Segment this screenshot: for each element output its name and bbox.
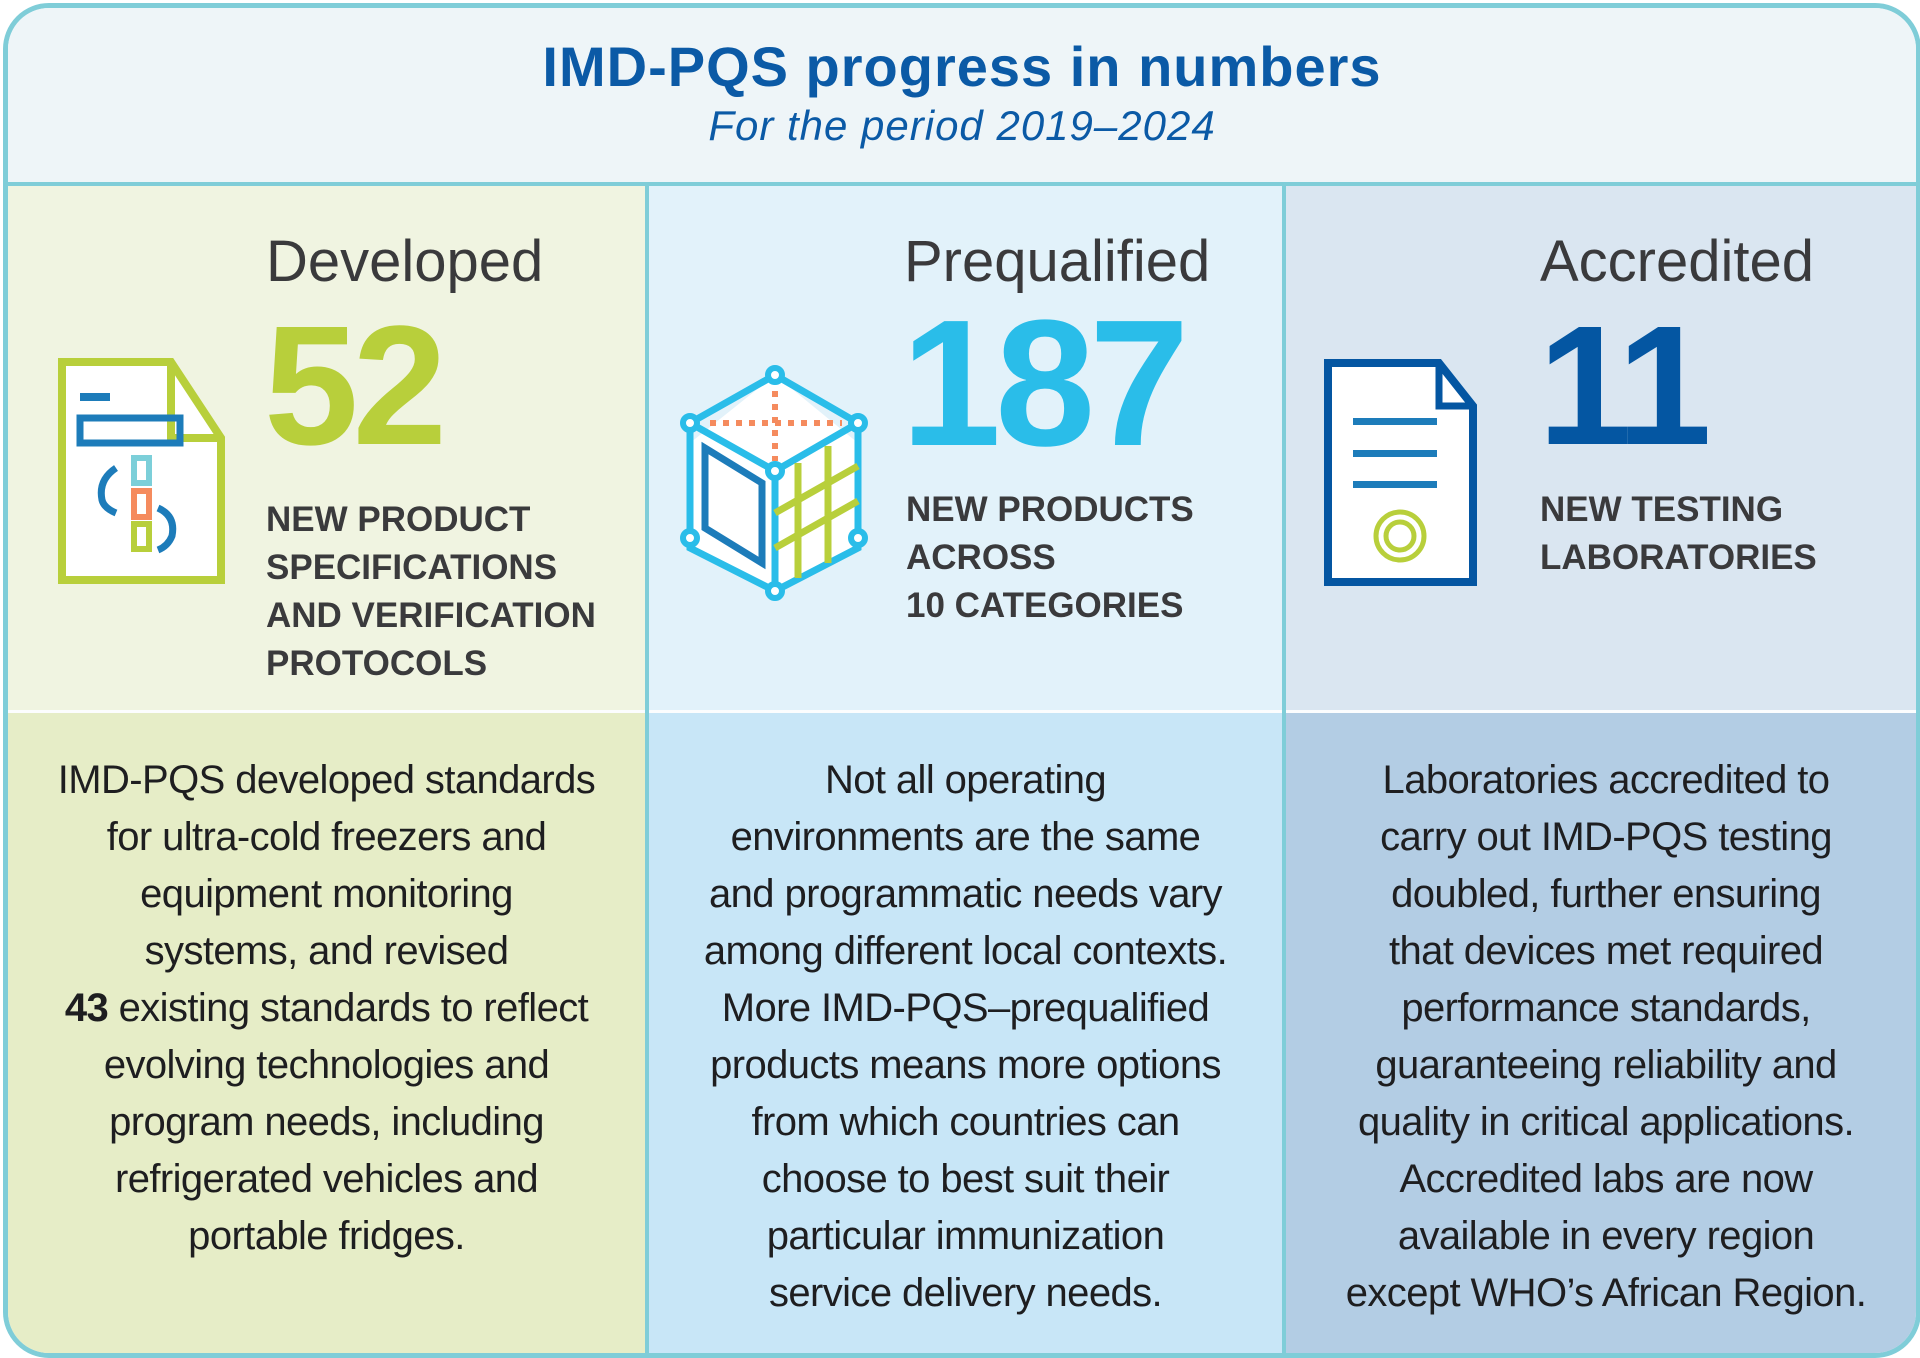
header: IMD-PQS progress in numbers For the peri… — [8, 8, 1916, 186]
body-line: equipment monitoring — [140, 872, 513, 916]
label-line: NEW PRODUCT — [266, 500, 531, 539]
body-line: choose to best suit their — [761, 1157, 1170, 1201]
accredited-description: Laboratories accredited to carry out IMD… — [1286, 752, 1916, 1322]
page-subtitle: For the period 2019–2024 — [708, 102, 1216, 149]
prequalified-description: Not all operating environments are the s… — [649, 752, 1282, 1322]
specification-document-icon — [58, 358, 225, 584]
body-line: Not all operating — [824, 758, 1107, 802]
page-title: IMD-PQS progress in numbers — [542, 35, 1382, 98]
column-divider — [645, 186, 649, 1353]
body-line: Laboratories accredited to — [1382, 758, 1831, 802]
body-line: program needs, including — [109, 1100, 544, 1144]
body-line-rest: existing standards to reflect — [108, 986, 589, 1030]
body-line: portable fridges. — [188, 1214, 465, 1258]
body-line: doubled, further ensuring — [1391, 872, 1821, 916]
row-divider — [8, 710, 1916, 713]
label-line: NEW TESTING — [1540, 490, 1784, 529]
body-line: quality in critical applications. — [1357, 1100, 1855, 1144]
accredited-label: NEW TESTING LABORATORIES — [1540, 486, 1817, 582]
body-line: guaranteeing reliability and — [1375, 1043, 1837, 1087]
infographic-frame: IMD-PQS progress in numbers For the peri… — [3, 3, 1920, 1358]
accredited-bottom-panel — [1286, 713, 1916, 1353]
column-divider — [1282, 186, 1286, 1353]
body-line: 43 existing standards to reflect — [8, 980, 645, 1037]
body-line: performance standards, — [1401, 986, 1811, 1030]
body-line: available in every region — [1397, 1214, 1815, 1258]
prequalified-heading: Prequalified — [904, 229, 1211, 294]
developed-bottom-panel — [8, 713, 645, 1353]
body-line: evolving technologies and — [103, 1043, 550, 1087]
label-line: NEW PRODUCTS — [906, 490, 1194, 529]
developed-number: 52 — [264, 291, 447, 481]
body-line: refrigerated vehicles and — [114, 1157, 539, 1201]
accredited-heading: Accredited — [1540, 229, 1815, 294]
developed-heading: Developed — [266, 229, 544, 294]
prequalified-number: 187 — [901, 283, 1189, 484]
body-line: IMD-PQS developed standards — [57, 758, 596, 802]
developed-description: IMD-PQS developed standards for ultra-co… — [8, 752, 645, 1265]
body-line: carry out IMD-PQS testing — [1380, 815, 1832, 859]
prequalified-bottom-panel — [649, 713, 1282, 1353]
prequalified-label: NEW PRODUCTS ACROSS 10 CATEGORIES — [906, 486, 1194, 630]
label-line: ACROSS — [906, 538, 1056, 577]
body-line: Accredited labs are now — [1399, 1157, 1813, 1201]
product-cube-icon — [680, 365, 868, 601]
body-line: for ultra-cold freezers and — [106, 815, 547, 859]
accredited-number: 11 — [1538, 291, 1712, 481]
body-line: among different local contexts. — [703, 929, 1228, 973]
certificate-document-icon — [1324, 359, 1477, 586]
body-line: systems, and revised — [144, 929, 509, 973]
body-line: More IMD-PQS–prequalified — [721, 986, 1210, 1030]
body-line: except WHO’s African Region. — [1345, 1271, 1867, 1315]
body-line: environments are the same — [730, 815, 1201, 859]
label-line: AND VERIFICATION — [266, 596, 596, 635]
developed-label: NEW PRODUCT SPECIFICATIONS AND VERIFICAT… — [266, 496, 596, 688]
body-line: that devices met required — [1388, 929, 1824, 973]
label-line: LABORATORIES — [1540, 538, 1817, 577]
body-line: particular immunization — [766, 1214, 1165, 1258]
body-line: from which countries can — [751, 1100, 1180, 1144]
label-line: SPECIFICATIONS — [266, 548, 558, 587]
revised-count: 43 — [64, 986, 109, 1030]
label-line: PROTOCOLS — [266, 644, 488, 683]
body-line: and programmatic needs vary — [709, 872, 1223, 916]
label-line: 10 CATEGORIES — [906, 586, 1184, 625]
body-line: service delivery needs. — [768, 1271, 1163, 1315]
body-line: products means more options — [710, 1043, 1221, 1087]
